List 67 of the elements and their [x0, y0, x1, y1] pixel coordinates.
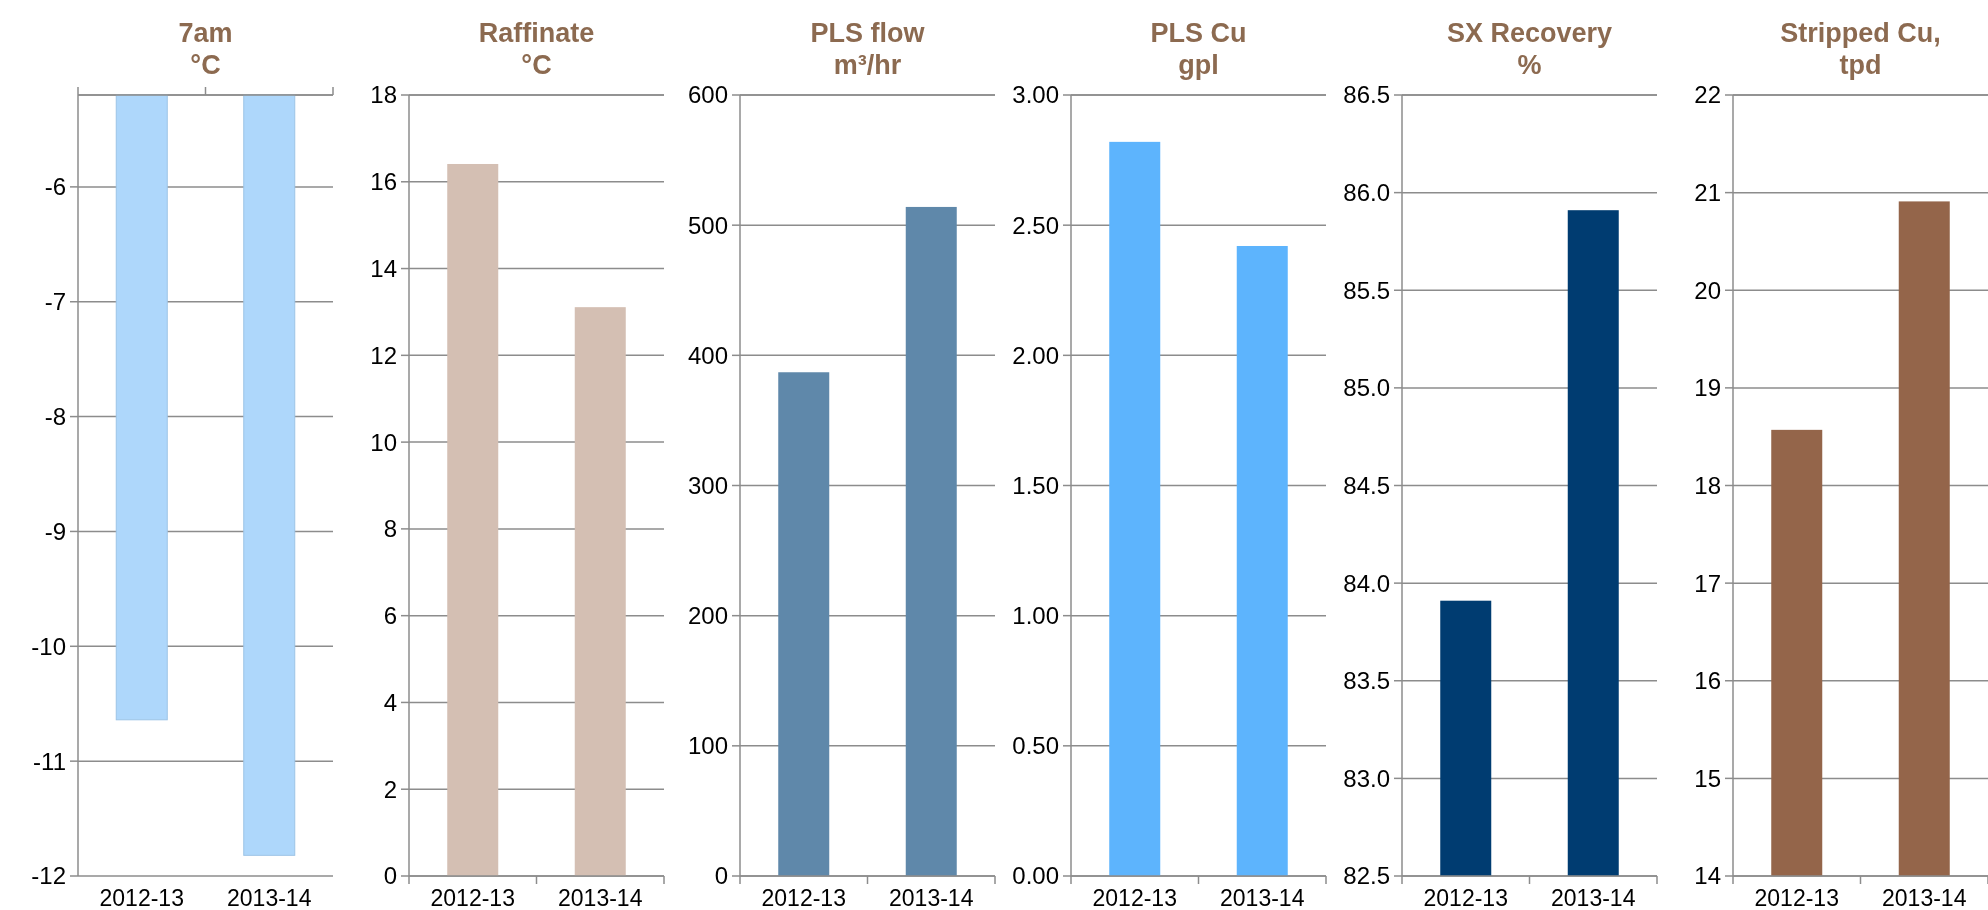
x-tick-label: 2012-13	[1092, 885, 1177, 910]
y-tick-label: -7	[44, 288, 66, 316]
y-tick-label: 84.0	[1343, 569, 1390, 597]
y-tick-label: 17	[1694, 569, 1721, 597]
y-tick-label: -9	[44, 517, 66, 545]
y-tick-label: 6	[383, 602, 397, 630]
y-tick-label: -10	[31, 632, 66, 660]
y-tick-label: 100	[687, 732, 728, 760]
y-tick-label: 18	[1694, 471, 1721, 499]
y-tick-label: 85.5	[1343, 276, 1390, 304]
chart-title: Stripped Cu, tpd	[1780, 18, 1941, 80]
x-tick-label: 2012-13	[1754, 885, 1839, 910]
y-tick-label: 14	[370, 254, 397, 282]
y-tick-label: -6	[44, 173, 66, 201]
y-tick-label: 8	[383, 515, 397, 543]
y-tick-label: 18	[370, 81, 397, 109]
y-tick-label: 85.0	[1343, 374, 1390, 402]
x-tick-label: 2012-13	[761, 885, 846, 910]
x-tick-label: 2013-14	[558, 885, 643, 910]
y-tick-label: 0	[714, 862, 728, 890]
y-tick-label: 86.5	[1343, 81, 1390, 109]
y-tick-label: 82.5	[1343, 862, 1390, 890]
x-tick-label: 2013-14	[1551, 885, 1636, 910]
y-tick-label: 3.00	[1012, 81, 1059, 109]
x-tick-label: 2012-13	[99, 885, 184, 910]
y-tick-label: 19	[1694, 374, 1721, 402]
y-tick-label: 2.00	[1012, 341, 1059, 369]
y-tick-label: 0.50	[1012, 732, 1059, 760]
y-tick-label: 0.00	[1012, 862, 1059, 890]
x-tick-label: 2012-13	[1423, 885, 1508, 910]
y-tick-label: 14	[1694, 862, 1721, 890]
y-tick-label: 1.00	[1012, 602, 1059, 630]
y-tick-label: 0	[383, 862, 397, 890]
y-tick-label: 4	[383, 688, 397, 716]
y-tick-label: 20	[1694, 276, 1721, 304]
y-tick-label: -11	[33, 747, 66, 775]
y-tick-label: 15	[1694, 764, 1721, 792]
y-tick-label: 16	[1694, 667, 1721, 695]
y-tick-label: 22	[1694, 81, 1721, 109]
y-tick-label: 2	[383, 775, 397, 803]
y-tick-label: 83.0	[1343, 764, 1390, 792]
y-tick-label: 16	[370, 168, 397, 196]
y-tick-label: 83.5	[1343, 667, 1390, 695]
y-tick-label: -12	[31, 862, 66, 890]
chart-title: SX Recovery %	[1446, 18, 1613, 80]
chart-title: Raffinate °C	[478, 18, 595, 80]
y-tick-label: 86.0	[1343, 179, 1390, 207]
y-tick-label: 84.5	[1343, 471, 1390, 499]
x-tick-label: 2013-14	[1220, 885, 1305, 910]
y-tick-label: 21	[1694, 179, 1721, 207]
y-tick-label: 200	[687, 602, 728, 630]
chart-title: PLS flow m³/hr	[810, 18, 926, 80]
chart-title: PLS Cu gpl	[1150, 18, 1247, 80]
y-tick-label: 12	[370, 341, 397, 369]
x-tick-label: 2012-13	[430, 885, 515, 910]
y-tick-label: 1.50	[1012, 471, 1059, 499]
x-tick-label: 2013-14	[227, 885, 312, 910]
y-tick-label: 600	[687, 81, 728, 109]
x-tick-label: 2013-14	[889, 885, 974, 910]
y-tick-label: 2.50	[1012, 211, 1059, 239]
y-tick-label: 500	[687, 211, 728, 239]
y-tick-label: 10	[370, 428, 397, 456]
y-tick-label: 400	[687, 341, 728, 369]
x-tick-label: 2013-14	[1882, 885, 1967, 910]
y-tick-label: -8	[44, 402, 66, 430]
chart-title: 7am °C	[178, 18, 233, 80]
y-tick-label: 300	[687, 471, 728, 499]
